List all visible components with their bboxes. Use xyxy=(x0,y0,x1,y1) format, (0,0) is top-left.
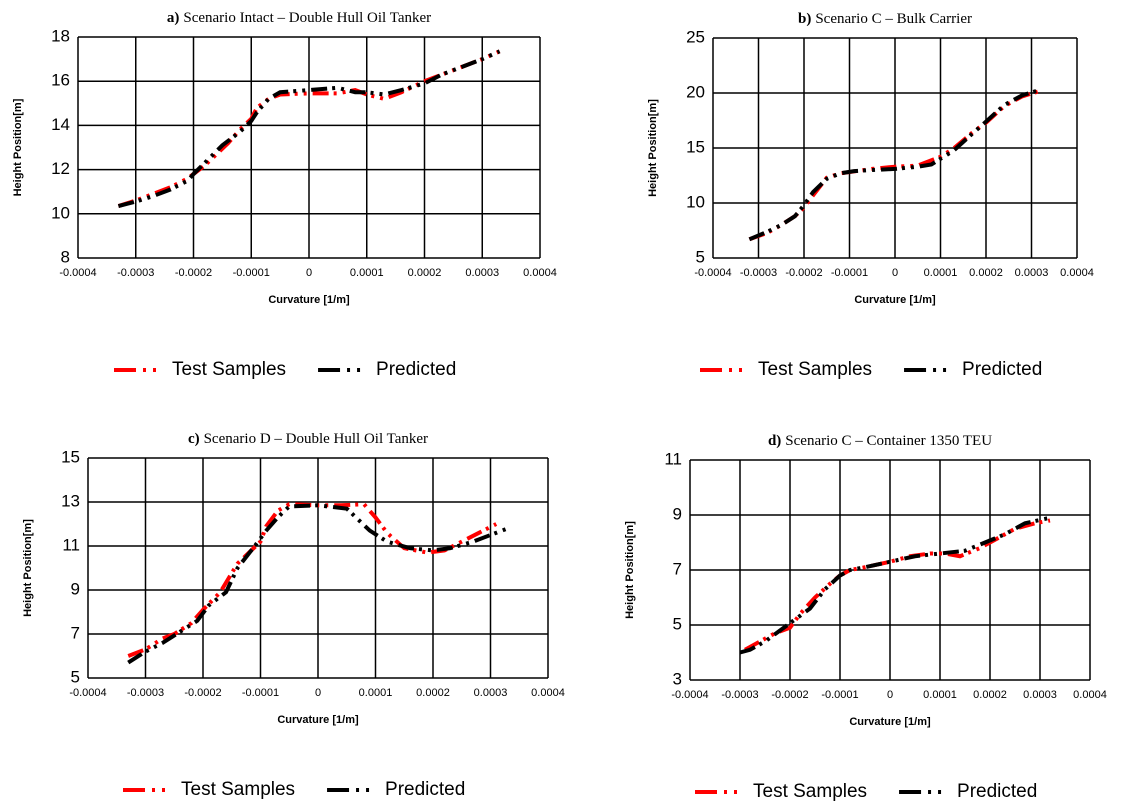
legend-label: Test Samples xyxy=(758,359,872,380)
y-tick-label: 5 xyxy=(71,667,80,686)
legend-label: Predicted xyxy=(376,359,456,380)
x-tick-label: 0.0004 xyxy=(1073,689,1107,701)
x-tick-label: -0.0003 xyxy=(117,267,154,279)
y-tick-label: 16 xyxy=(51,71,70,90)
x-axis-label: Curvature [1/m] xyxy=(849,716,931,728)
y-tick-label: 3 xyxy=(673,669,682,688)
x-tick-label: -0.0002 xyxy=(771,689,808,701)
x-tick-label: 0.0003 xyxy=(1023,689,1057,701)
y-tick-label: 20 xyxy=(686,82,705,101)
chart-title: b) Scenario C – Bulk Carrier xyxy=(798,11,972,27)
x-tick-label: 0 xyxy=(315,687,321,699)
y-tick-label: 11 xyxy=(62,535,80,554)
series-line xyxy=(117,49,501,208)
series-line xyxy=(739,515,1051,655)
panel: 5 10 15 20 25 -0.0004 -0.0003 -0.0002 -0.0001 0 0.… xyxy=(647,11,1094,380)
panel-label: a) xyxy=(167,10,180,26)
x-tick-label: 0.0001 xyxy=(359,687,393,699)
y-tick-label: 10 xyxy=(686,192,705,211)
y-tick-label: 11 xyxy=(664,449,682,468)
series-line xyxy=(127,502,498,658)
y-tick-label: 9 xyxy=(673,504,682,523)
y-tick-label: 15 xyxy=(61,447,80,466)
y-tick-label: 12 xyxy=(51,159,70,178)
panel: 3 5 7 9 11 -0.0004 -0.0003 -0.0002 -0.0001 0 0.000… xyxy=(624,433,1107,802)
y-tick-label: 8 xyxy=(61,247,70,266)
x-tick-label: -0.0001 xyxy=(242,687,279,699)
x-tick-label: 0 xyxy=(887,689,893,701)
y-axis-label: Height Position[m] xyxy=(624,521,636,619)
x-tick-label: -0.0003 xyxy=(740,267,777,279)
x-tick-label: 0.0004 xyxy=(1060,267,1094,279)
x-tick-label: 0.0004 xyxy=(531,687,565,699)
chart-title: c) Scenario D – Double Hull Oil Tanker xyxy=(188,431,428,447)
series-line xyxy=(117,49,501,208)
y-tick-label: 18 xyxy=(51,26,70,45)
x-tick-label: 0.0003 xyxy=(474,687,508,699)
x-tick-label: 0.0003 xyxy=(1015,267,1049,279)
x-tick-label: 0.0002 xyxy=(408,267,442,279)
legend-label: Predicted xyxy=(385,779,465,800)
y-axis-label: Height Position[m] xyxy=(647,99,659,197)
y-tick-label: 9 xyxy=(71,579,80,598)
x-tick-label: 0.0001 xyxy=(924,267,958,279)
x-tick-label: 0 xyxy=(892,267,898,279)
x-axis-label: Curvature [1/m] xyxy=(854,294,936,306)
x-tick-label: 0.0002 xyxy=(969,267,1003,279)
panel-label: d) xyxy=(768,433,781,449)
x-tick-label: 0.0001 xyxy=(923,689,957,701)
x-tick-label: -0.0003 xyxy=(127,687,164,699)
legend-label: Predicted xyxy=(957,781,1037,802)
series-line xyxy=(748,87,1042,242)
title-text: Scenario C – Bulk Carrier xyxy=(815,11,972,27)
title-text: Scenario C – Container 1350 TEU xyxy=(785,433,992,449)
series-line xyxy=(127,503,509,665)
legend-label: Test Samples xyxy=(753,781,867,802)
title-text: Scenario Intact – Double Hull Oil Tanker xyxy=(183,10,431,26)
legend-label: Test Samples xyxy=(181,779,295,800)
y-tick-label: 5 xyxy=(673,614,682,633)
x-tick-label: -0.0001 xyxy=(831,267,868,279)
legend-label: Test Samples xyxy=(172,359,286,380)
y-axis-label: Height Position[m] xyxy=(12,98,24,196)
x-axis-label: Curvature [1/m] xyxy=(268,294,350,306)
panel: 8 10 12 14 16 18 -0.0004 -0.0003 -0.0002 -0.0001 0… xyxy=(12,10,557,380)
x-tick-label: -0.0003 xyxy=(721,689,758,701)
y-tick-label: 7 xyxy=(673,559,682,578)
x-tick-label: -0.0001 xyxy=(821,689,858,701)
x-tick-label: -0.0002 xyxy=(175,267,212,279)
x-tick-label: -0.0004 xyxy=(69,687,106,699)
y-tick-label: 15 xyxy=(686,137,705,156)
x-axis-label: Curvature [1/m] xyxy=(277,714,359,726)
x-tick-label: -0.0002 xyxy=(184,687,221,699)
x-tick-label: -0.0004 xyxy=(671,689,708,701)
x-tick-label: 0.0004 xyxy=(523,267,557,279)
chart-title: d) Scenario C – Container 1350 TEU xyxy=(768,433,992,449)
y-tick-label: 5 xyxy=(696,247,705,266)
x-tick-label: 0.0003 xyxy=(465,267,499,279)
y-tick-label: 25 xyxy=(686,27,705,46)
title-text: Scenario D – Double Hull Oil Tanker xyxy=(204,431,428,447)
x-tick-label: -0.0001 xyxy=(233,267,270,279)
x-tick-label: -0.0004 xyxy=(694,267,731,279)
chart-title: a) Scenario Intact – Double Hull Oil Tank… xyxy=(167,10,431,26)
y-tick-label: 13 xyxy=(61,491,80,510)
y-tick-label: 7 xyxy=(71,623,80,642)
x-tick-label: 0 xyxy=(306,267,312,279)
panel-label: c) xyxy=(188,431,200,447)
y-tick-label: 10 xyxy=(51,203,70,222)
panel: 5 7 9 11 13 15 -0.0004 -0.0003 -0.0002 -0.0001 0 0.… xyxy=(22,431,565,800)
x-tick-label: 0.0001 xyxy=(350,267,384,279)
x-tick-label: -0.0004 xyxy=(59,267,96,279)
y-axis-label: Height Position[m] xyxy=(22,519,34,617)
legend-label: Predicted xyxy=(962,359,1042,380)
panel-label: b) xyxy=(798,11,811,27)
y-tick-label: 14 xyxy=(51,115,70,134)
x-tick-label: -0.0002 xyxy=(785,267,822,279)
x-tick-label: 0.0002 xyxy=(973,689,1007,701)
x-tick-label: 0.0002 xyxy=(416,687,450,699)
